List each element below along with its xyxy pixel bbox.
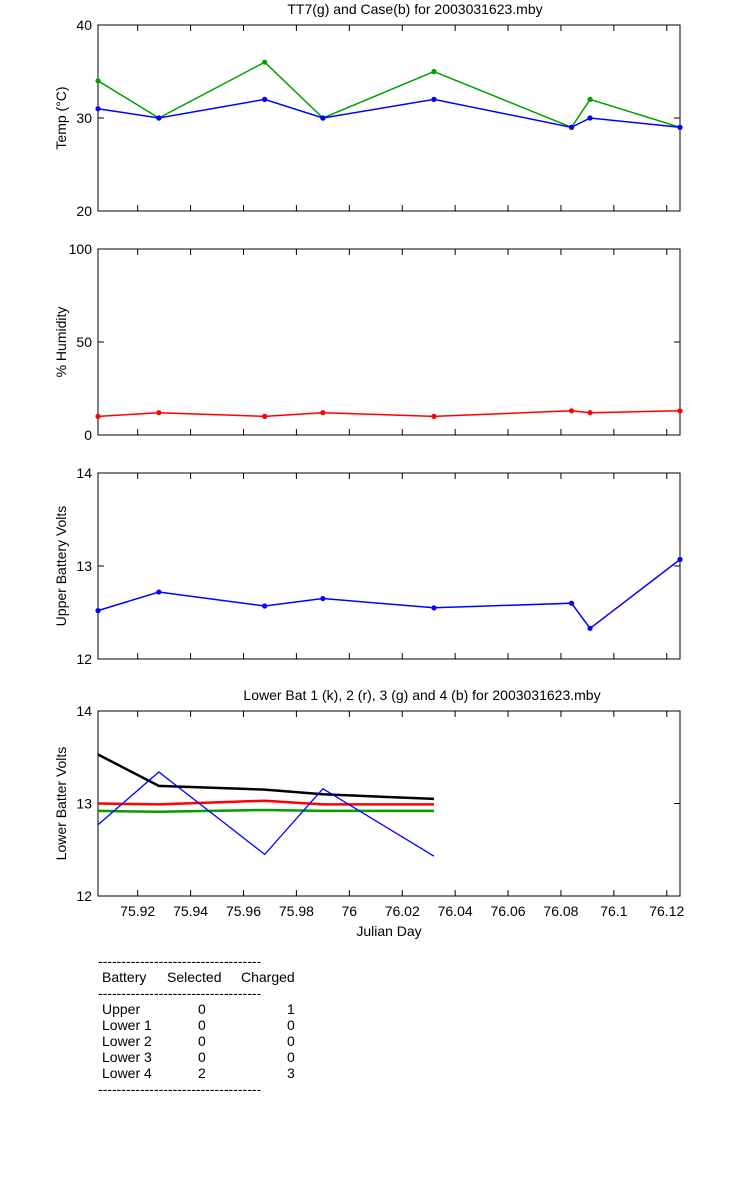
summary-row-charged: 0 bbox=[287, 1049, 295, 1065]
data-point bbox=[156, 410, 162, 416]
y-tick-label: 12 bbox=[76, 651, 92, 667]
x-tick-label: 75.96 bbox=[226, 903, 261, 919]
data-point bbox=[156, 115, 162, 121]
series-line-2 bbox=[97, 799, 434, 806]
y-tick-label: 20 bbox=[76, 203, 92, 219]
y-tick-label: 12 bbox=[76, 888, 92, 904]
summary-rule-bottom: ----------------------------------- bbox=[98, 1081, 262, 1097]
data-point bbox=[431, 605, 437, 611]
chart-panel-4: 12 13 14 Lower Batter Volts Lower Bat 1 (k),… bbox=[53, 687, 684, 939]
summary-header-charged: Charged bbox=[241, 969, 295, 985]
summary-row-charged: 0 bbox=[287, 1017, 295, 1033]
data-point bbox=[677, 408, 683, 414]
summary-row-selected: 0 bbox=[198, 1001, 206, 1017]
y-axis-label: % Humidity bbox=[53, 307, 69, 378]
x-tick-label: 76.04 bbox=[438, 903, 473, 919]
y-tick-label: 50 bbox=[76, 334, 92, 350]
x-tick-label: 76.1 bbox=[600, 903, 627, 919]
y-tick-label: 13 bbox=[76, 558, 92, 574]
summary-row-selected: 0 bbox=[198, 1033, 206, 1049]
data-point bbox=[431, 96, 437, 102]
summary-header-battery: Battery bbox=[102, 969, 146, 985]
y-tick-label: 0 bbox=[84, 427, 92, 443]
data-point bbox=[95, 78, 101, 84]
y-axis-label: Temp (°C) bbox=[53, 86, 69, 149]
series-line-1 bbox=[97, 61, 681, 129]
data-point bbox=[262, 59, 268, 65]
x-tick-label: 75.92 bbox=[120, 903, 155, 919]
battery-summary-table: ----------------------------------- Batt… bbox=[98, 953, 295, 1097]
y-tick-label: 14 bbox=[76, 703, 92, 719]
data-point bbox=[262, 413, 268, 419]
data-point bbox=[262, 96, 268, 102]
summary-row-battery: Lower 3 bbox=[102, 1049, 152, 1065]
x-tick-label: 75.94 bbox=[173, 903, 208, 919]
x-axis-label: Julian Day bbox=[356, 923, 421, 939]
y-axis-label: Lower Batter Volts bbox=[53, 747, 69, 861]
y-tick-label: 14 bbox=[76, 465, 92, 481]
summary-row-battery: Lower 2 bbox=[102, 1033, 152, 1049]
data-point bbox=[95, 608, 101, 614]
summary-row-battery: Lower 1 bbox=[102, 1017, 152, 1033]
data-point bbox=[320, 410, 326, 416]
summary-row-battery: Lower 4 bbox=[102, 1065, 152, 1081]
data-point bbox=[568, 600, 575, 606]
summary-row-battery: Upper bbox=[102, 1001, 140, 1017]
y-tick-label: 40 bbox=[76, 17, 92, 33]
series-line-1 bbox=[97, 410, 681, 418]
chart-title: Lower Bat 1 (k), 2 (r), 3 (g) and 4 (b) … bbox=[243, 687, 600, 703]
x-tick-label: 76.06 bbox=[491, 903, 526, 919]
data-point bbox=[320, 115, 326, 121]
data-point bbox=[587, 115, 593, 121]
data-point bbox=[262, 603, 268, 609]
data-point bbox=[95, 413, 101, 419]
summary-row-selected: 0 bbox=[198, 1017, 206, 1033]
summary-row-selected: 0 bbox=[198, 1049, 206, 1065]
data-point bbox=[95, 106, 101, 112]
series-line-1 bbox=[97, 558, 681, 630]
y-tick-label: 13 bbox=[76, 796, 92, 812]
chart-title: TT7(g) and Case(b) for 2003031623.mby bbox=[287, 1, 542, 17]
data-point bbox=[587, 410, 593, 416]
data-point bbox=[431, 68, 437, 75]
summary-rule-top: ----------------------------------- bbox=[98, 953, 262, 969]
summary-row-selected: 2 bbox=[198, 1065, 206, 1081]
chart-panel-1: 20 30 40 Temp (°C) TT7(g) and Case(b) for 20… bbox=[53, 1, 683, 219]
series-line-2 bbox=[97, 98, 681, 129]
y-tick-label: 30 bbox=[76, 110, 92, 126]
x-tick-label: 76.02 bbox=[385, 903, 420, 919]
data-point bbox=[431, 413, 437, 419]
data-point bbox=[568, 408, 575, 414]
summary-row-charged: 3 bbox=[287, 1065, 295, 1081]
summary-rule-mid: ----------------------------------- bbox=[98, 985, 262, 1001]
data-point bbox=[587, 96, 593, 102]
plot-frame bbox=[97, 472, 681, 660]
data-point bbox=[320, 595, 326, 602]
summary-row-charged: 0 bbox=[287, 1033, 295, 1049]
chart-panel-2: 0 50 100 % Humidity bbox=[53, 241, 683, 443]
summary-row-charged: 1 bbox=[287, 1001, 295, 1017]
plot-frame bbox=[97, 248, 681, 436]
data-point bbox=[677, 556, 683, 563]
chart-panel-3: 12 13 14 Upper Battery Volts bbox=[53, 465, 683, 667]
data-point bbox=[156, 589, 162, 595]
x-tick-label: 76.08 bbox=[543, 903, 578, 919]
x-tick-label: 76.12 bbox=[649, 903, 684, 919]
series-line-1 bbox=[97, 753, 435, 801]
series-line-4 bbox=[97, 771, 435, 857]
summary-header-selected: Selected bbox=[167, 969, 221, 985]
y-axis-label: Upper Battery Volts bbox=[53, 506, 69, 627]
data-point bbox=[677, 124, 683, 130]
series-line-3 bbox=[97, 808, 434, 814]
x-tick-label: 76 bbox=[342, 903, 358, 919]
y-tick-label: 100 bbox=[69, 241, 93, 257]
x-tick-label: 75.98 bbox=[279, 903, 314, 919]
data-point bbox=[568, 124, 575, 130]
data-point bbox=[587, 625, 593, 631]
